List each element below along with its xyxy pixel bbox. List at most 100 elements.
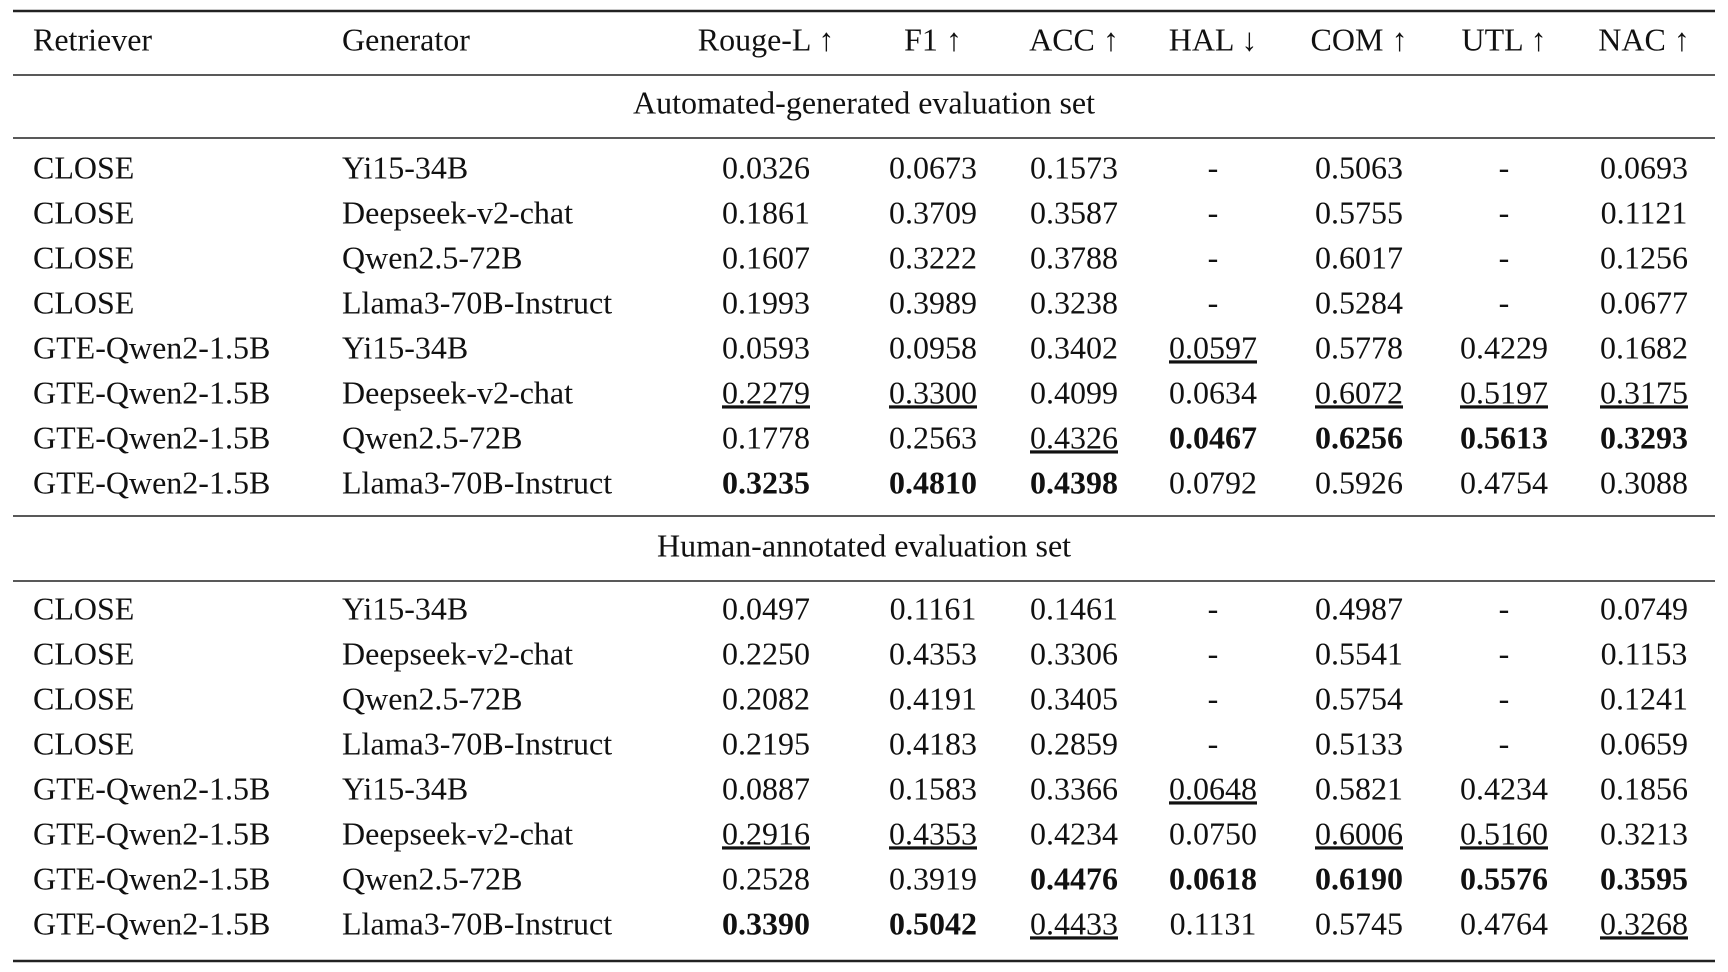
table-cell: 0.0887 (722, 770, 810, 806)
table-cell: 0.5755 (1315, 194, 1403, 230)
table-cell: 0.0497 (722, 590, 810, 626)
table-cell: - (1208, 149, 1219, 185)
table-cell: - (1499, 635, 1510, 671)
table-cell: 0.5778 (1315, 329, 1403, 365)
table-cell: 0.2082 (722, 680, 810, 716)
table-cell: 0.3595 (1600, 860, 1688, 896)
table-cell: - (1208, 194, 1219, 230)
table-cell: 0.5063 (1315, 149, 1403, 185)
table-cell: GTE-Qwen2-1.5B (33, 419, 270, 455)
column-header: F1 ↑ (904, 21, 962, 57)
table-cell: Deepseek-v2-chat (342, 194, 573, 230)
table-cell: GTE-Qwen2-1.5B (33, 860, 270, 896)
table-cell: CLOSE (33, 680, 134, 716)
table-cell: - (1499, 149, 1510, 185)
column-header: HAL ↓ (1169, 21, 1258, 57)
table-cell: - (1208, 284, 1219, 320)
table-cell: 0.5754 (1315, 680, 1403, 716)
table-cell: CLOSE (33, 149, 134, 185)
table-cell: 0.2195 (722, 725, 810, 761)
table-cell: 0.1461 (1030, 590, 1118, 626)
table-cell: - (1499, 680, 1510, 716)
table-cell: 0.1682 (1600, 329, 1688, 365)
table-cell: 0.0597 (1169, 329, 1257, 365)
table-cell: 0.3366 (1030, 770, 1118, 806)
table-cell: 0.5042 (889, 905, 977, 941)
table-cell: 0.4987 (1315, 590, 1403, 626)
table-cell: 0.0634 (1169, 374, 1257, 410)
table-cell: 0.3235 (722, 464, 810, 500)
table-cell: 0.1856 (1600, 770, 1688, 806)
table-cell: 0.1861 (722, 194, 810, 230)
table-cell: Qwen2.5-72B (342, 680, 522, 716)
table-cell: CLOSE (33, 239, 134, 275)
table-cell: 0.4183 (889, 725, 977, 761)
table-cell: 0.6017 (1315, 239, 1403, 275)
table-cell: 0.4191 (889, 680, 977, 716)
table-cell: 0.4229 (1460, 329, 1548, 365)
table-cell: 0.4810 (889, 464, 977, 500)
table-cell: 0.5284 (1315, 284, 1403, 320)
table-cell: 0.4234 (1030, 815, 1118, 851)
table-cell: 0.0958 (889, 329, 977, 365)
table-cell: 0.4353 (889, 635, 977, 671)
table-cell: GTE-Qwen2-1.5B (33, 374, 270, 410)
table-cell: 0.3222 (889, 239, 977, 275)
table-cell: 0.0673 (889, 149, 977, 185)
table-cell: 0.3175 (1600, 374, 1688, 410)
table-cell: 0.3788 (1030, 239, 1118, 275)
section-title: Automated-generated evaluation set (633, 84, 1095, 120)
table-cell: Deepseek-v2-chat (342, 374, 573, 410)
table-cell: 0.1241 (1600, 680, 1688, 716)
table-cell: 0.5926 (1315, 464, 1403, 500)
table-cell: 0.0326 (722, 149, 810, 185)
table-cell: 0.1607 (722, 239, 810, 275)
table-cell: - (1208, 590, 1219, 626)
table-cell: - (1499, 194, 1510, 230)
table-cell: 0.2916 (722, 815, 810, 851)
table-cell: 0.0593 (722, 329, 810, 365)
table-cell: CLOSE (33, 590, 134, 626)
table-cell: - (1499, 284, 1510, 320)
table-cell: 0.6006 (1315, 815, 1403, 851)
table-cell: 0.3306 (1030, 635, 1118, 671)
table-cell: Llama3-70B-Instruct (342, 284, 612, 320)
table-cell: 0.3390 (722, 905, 810, 941)
table-cell: 0.2859 (1030, 725, 1118, 761)
table-cell: 0.4476 (1030, 860, 1118, 896)
table-cell: 0.5541 (1315, 635, 1403, 671)
column-header: Rouge-L ↑ (698, 21, 835, 57)
table-cell: 0.0659 (1600, 725, 1688, 761)
table-cell: 0.3088 (1600, 464, 1688, 500)
table-cell: 0.4326 (1030, 419, 1118, 455)
table-cell: GTE-Qwen2-1.5B (33, 815, 270, 851)
table-cell: 0.5576 (1460, 860, 1548, 896)
table-cell: 0.1993 (722, 284, 810, 320)
table-cell: - (1208, 239, 1219, 275)
table-cell: 0.5613 (1460, 419, 1548, 455)
table-cell: Yi15-34B (342, 329, 468, 365)
table-cell: GTE-Qwen2-1.5B (33, 329, 270, 365)
table-cell: Qwen2.5-72B (342, 419, 522, 455)
table-cell: - (1208, 725, 1219, 761)
table-cell: 0.3989 (889, 284, 977, 320)
table-cell: GTE-Qwen2-1.5B (33, 464, 270, 500)
table-cell: 0.1153 (1601, 635, 1688, 671)
table-cell: 0.2528 (722, 860, 810, 896)
table-cell: 0.3300 (889, 374, 977, 410)
table-cell: Llama3-70B-Instruct (342, 725, 612, 761)
table-cell: - (1208, 680, 1219, 716)
table-cell: 0.3293 (1600, 419, 1688, 455)
table-cell: 0.0749 (1600, 590, 1688, 626)
table-cell: 0.5133 (1315, 725, 1403, 761)
table-cell: 0.4353 (889, 815, 977, 851)
table-cell: Qwen2.5-72B (342, 239, 522, 275)
table-cell: 0.6190 (1315, 860, 1403, 896)
table-cell: 0.4234 (1460, 770, 1548, 806)
table-cell: Yi15-34B (342, 770, 468, 806)
column-header: NAC ↑ (1598, 21, 1690, 57)
column-header: Retriever (33, 21, 152, 57)
table-cell: 0.3238 (1030, 284, 1118, 320)
table-cell: 0.1573 (1030, 149, 1118, 185)
